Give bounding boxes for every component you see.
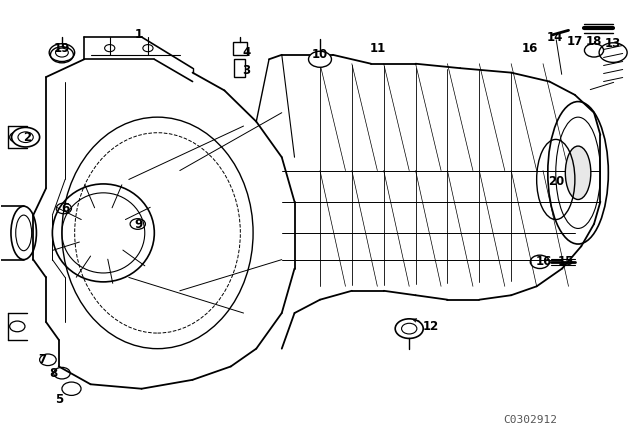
Text: 14: 14 xyxy=(547,30,563,43)
Text: 4: 4 xyxy=(243,46,251,59)
Circle shape xyxy=(395,319,423,338)
FancyBboxPatch shape xyxy=(233,43,246,55)
Text: 13: 13 xyxy=(605,37,621,50)
Circle shape xyxy=(51,47,74,63)
Text: 5: 5 xyxy=(54,393,63,406)
Text: 7: 7 xyxy=(39,353,47,366)
Ellipse shape xyxy=(565,146,591,199)
Text: 17: 17 xyxy=(567,35,583,48)
Text: 12: 12 xyxy=(423,320,439,333)
Text: C0302912: C0302912 xyxy=(503,415,557,425)
Text: 3: 3 xyxy=(243,64,251,77)
Circle shape xyxy=(10,321,25,332)
FancyBboxPatch shape xyxy=(234,59,246,77)
Text: 2: 2 xyxy=(23,131,31,144)
Text: 8: 8 xyxy=(49,366,58,379)
Text: 19: 19 xyxy=(54,42,70,55)
Text: 6: 6 xyxy=(61,202,69,215)
Text: 16: 16 xyxy=(522,42,538,55)
Text: 20: 20 xyxy=(548,175,564,188)
Text: 15: 15 xyxy=(558,255,574,268)
Text: 1: 1 xyxy=(134,28,143,41)
Circle shape xyxy=(12,127,40,147)
Text: 10: 10 xyxy=(312,48,328,61)
Text: 9: 9 xyxy=(134,217,143,231)
Circle shape xyxy=(10,132,25,142)
Text: 18: 18 xyxy=(586,35,602,48)
Text: 16: 16 xyxy=(536,255,552,268)
Text: 11: 11 xyxy=(369,42,385,55)
Circle shape xyxy=(308,51,332,67)
